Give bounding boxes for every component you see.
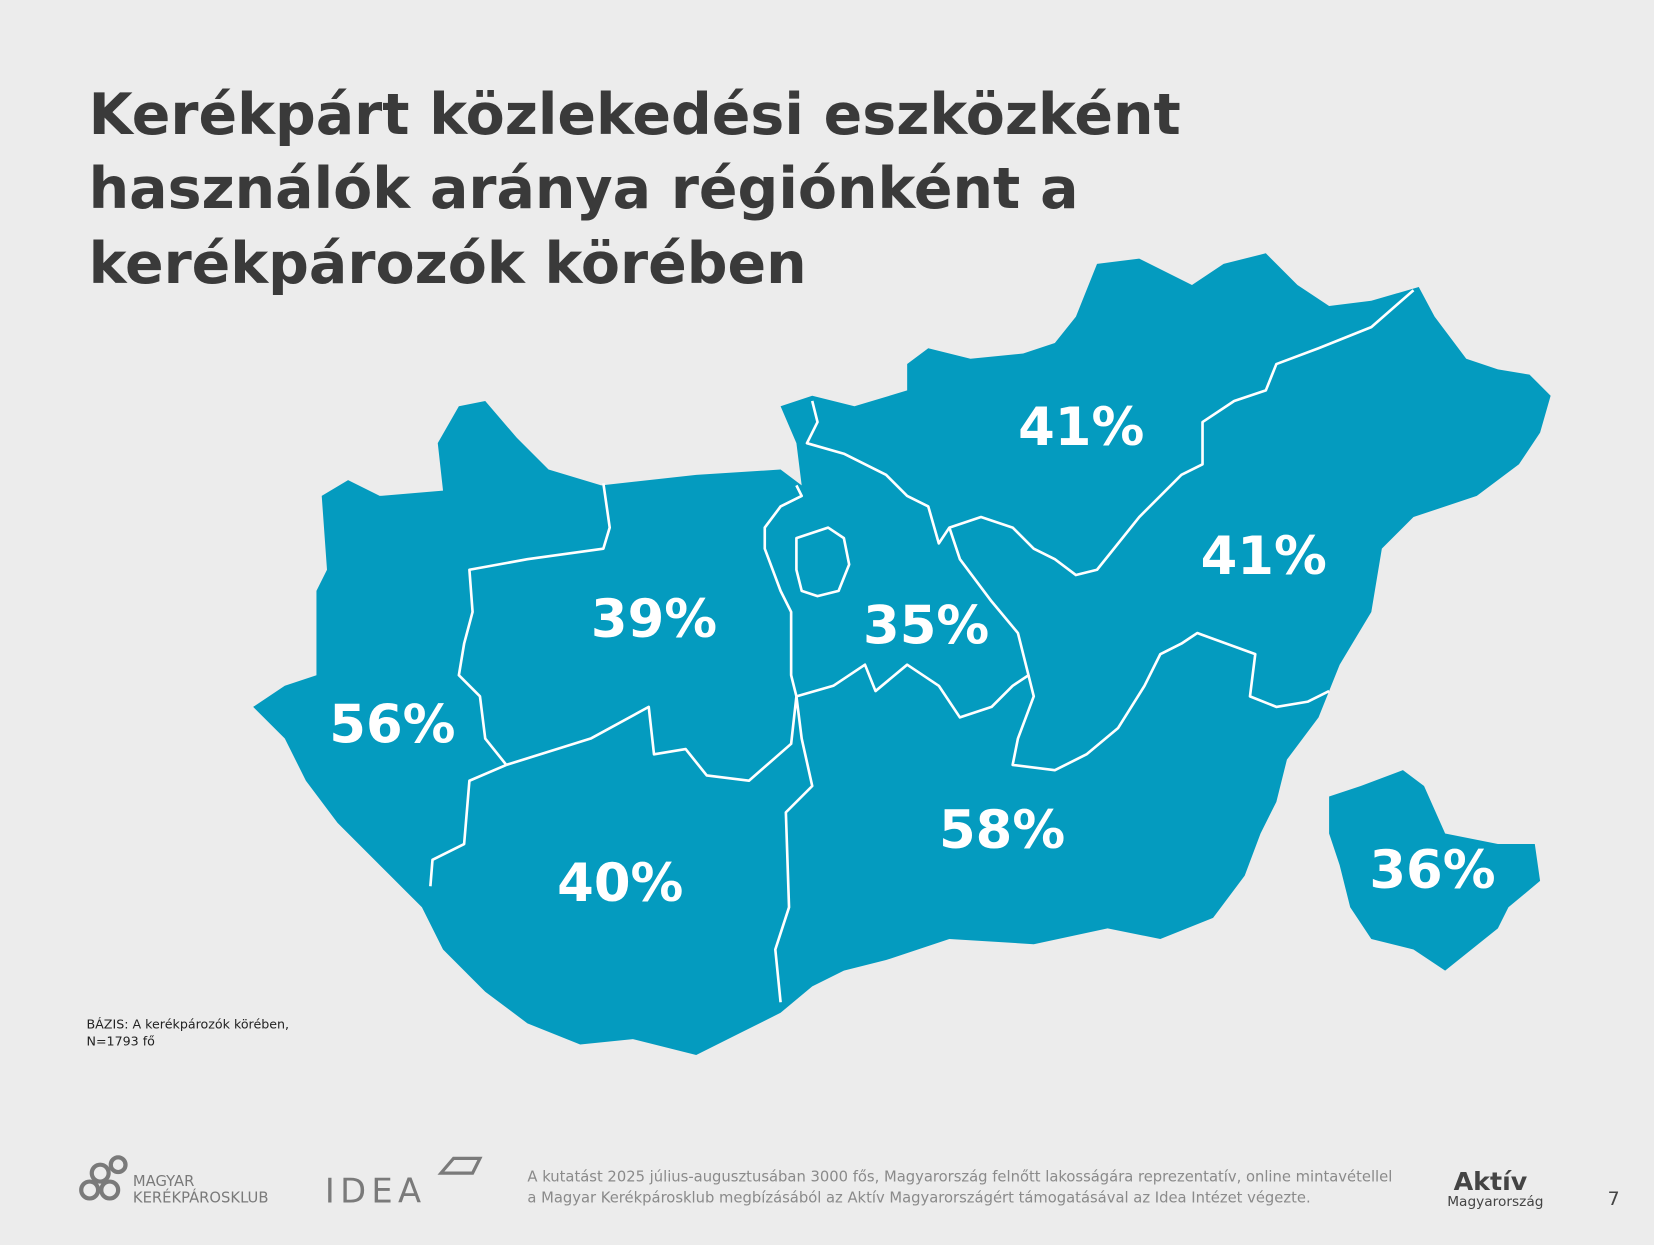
region-label: 41%: [1018, 397, 1144, 458]
page-number: 7: [1608, 1188, 1620, 1210]
region-label: 41%: [1201, 526, 1327, 587]
logo-text: KERÉKPÁROSKLUB: [133, 1190, 269, 1207]
footer-note: a Magyar Kerékpárosklub megbízásából az …: [527, 1190, 1310, 1207]
region-borders: [429, 289, 1415, 1003]
title-line: kerékpározók körében: [89, 231, 807, 297]
region-labels: 41% 41% 39% 35% 56% 58% 40% 36%: [329, 397, 1495, 914]
border: [805, 289, 1415, 577]
border: [505, 696, 798, 783]
border: [773, 696, 814, 1003]
title-line: Kerékpárt közlekedési eszközként: [89, 82, 1181, 148]
footer-note: A kutatást 2025 július-augusztusában 300…: [527, 1169, 1392, 1186]
logo-idea-mark: [437, 1156, 483, 1175]
exclave-region: [1329, 770, 1541, 971]
border: [763, 484, 804, 697]
border: [457, 483, 612, 766]
border: [1011, 631, 1330, 772]
region-label: 39%: [591, 589, 717, 650]
region-label: 36%: [1369, 840, 1495, 901]
logo-aktiv: Aktív: [1454, 1167, 1528, 1196]
region-label: 56%: [329, 695, 455, 756]
logo-mk: [79, 1155, 128, 1201]
region-label: 40%: [557, 853, 683, 914]
region-label: 58%: [939, 800, 1065, 861]
border: [796, 527, 1030, 719]
logo-text: MAGYAR: [133, 1173, 194, 1190]
title-line: használók aránya régiónként a: [89, 156, 1079, 222]
country-outline: [253, 253, 1551, 1055]
base-note: N=1793 fő: [86, 1033, 155, 1048]
map: [253, 253, 1551, 1055]
capital-border: [795, 526, 851, 598]
border: [429, 763, 507, 887]
region-label: 35%: [863, 595, 989, 656]
logo-idea: IDEA: [325, 1172, 426, 1211]
logo-aktiv-sub: Magyarország: [1447, 1194, 1543, 1210]
base-note: BÁZIS: A kerékpározók körében,: [86, 1017, 289, 1032]
